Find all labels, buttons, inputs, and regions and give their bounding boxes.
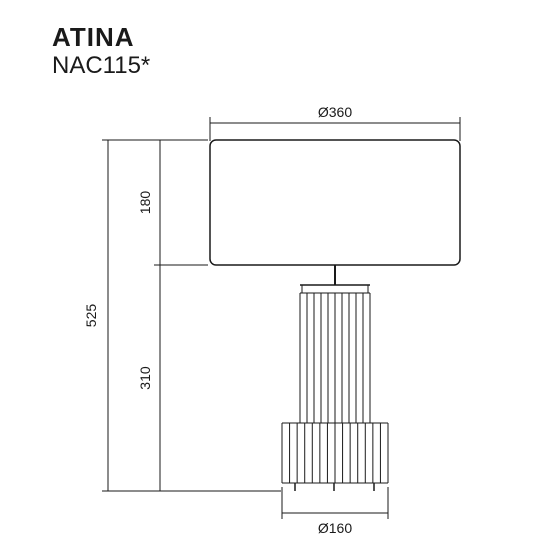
dim-base-diameter: Ø160	[318, 520, 352, 536]
dim-top-diameter: Ø360	[318, 104, 352, 120]
dim-total-height: 525	[83, 304, 99, 328]
dim-body-height: 310	[137, 366, 153, 390]
product-title: ATINA	[52, 22, 135, 53]
product-code: NAC115*	[52, 52, 150, 80]
dim-shade-height: 180	[137, 191, 153, 215]
technical-drawing: Ø360 Ø160 525 180 310	[0, 95, 560, 545]
